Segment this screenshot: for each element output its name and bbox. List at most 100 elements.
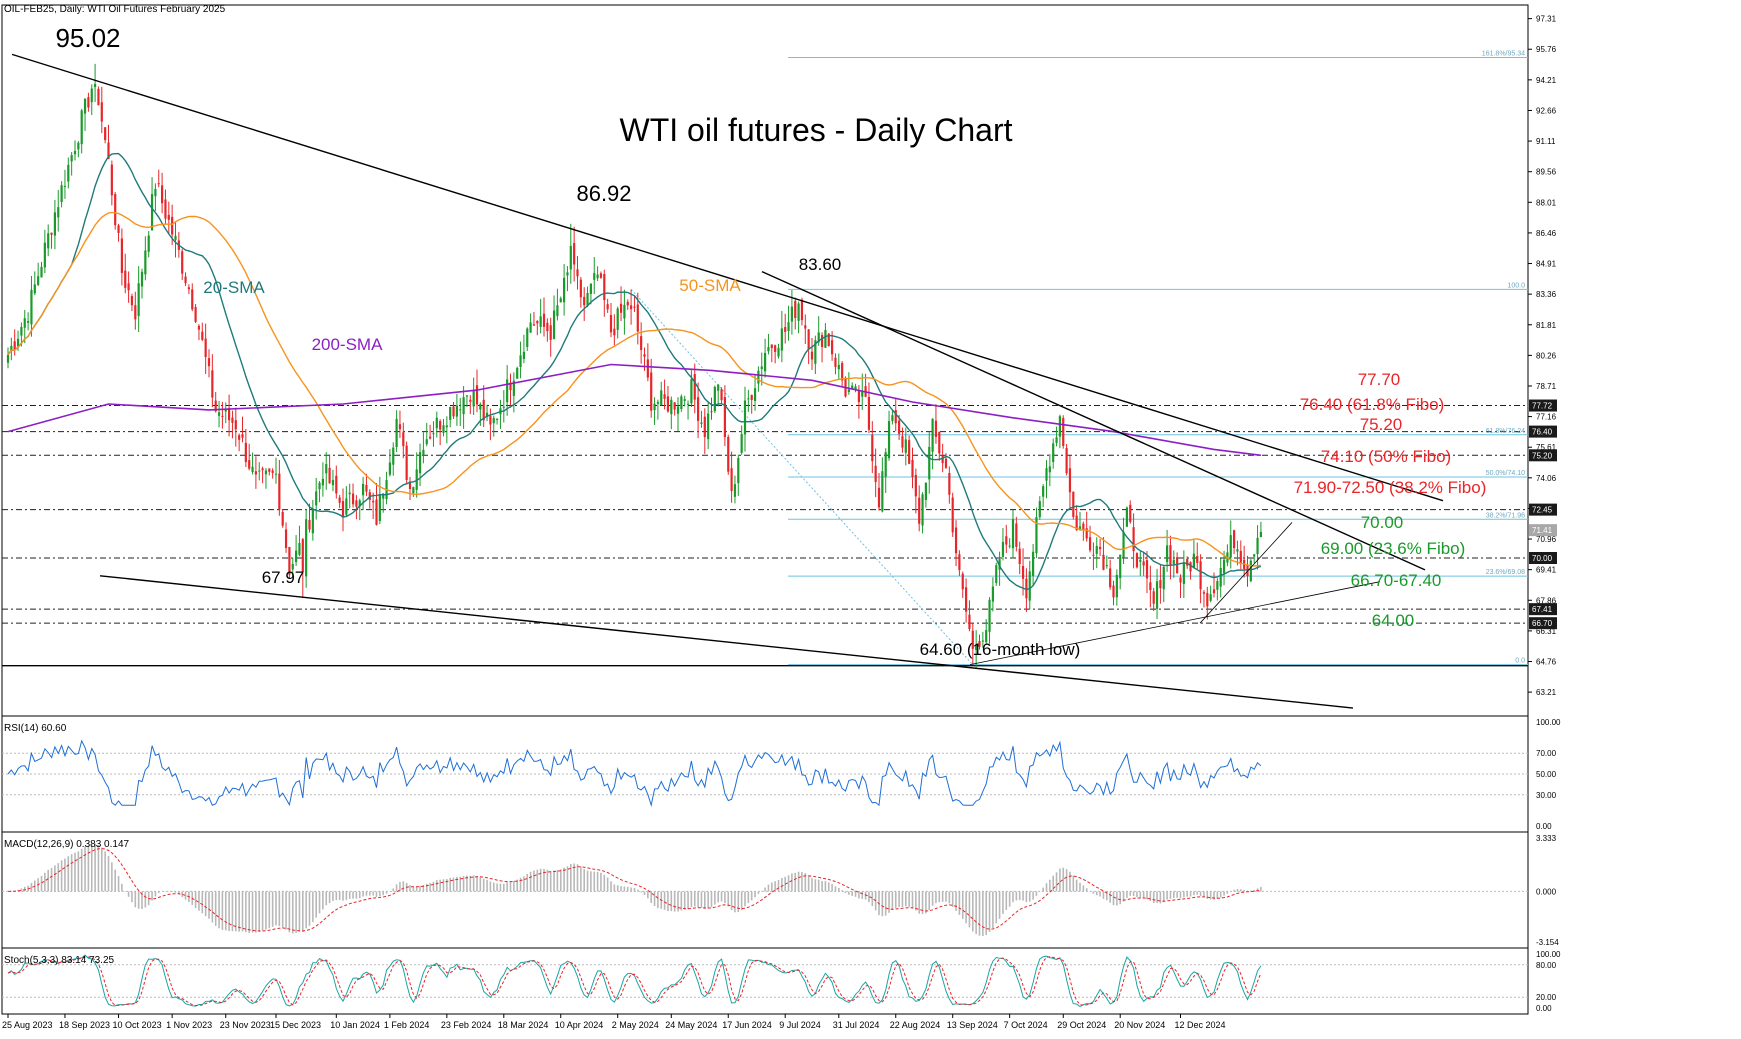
candle xyxy=(804,314,807,345)
candle xyxy=(278,460,281,516)
price-tick-label: 83.36 xyxy=(1536,290,1557,299)
candle xyxy=(516,366,519,379)
candle xyxy=(412,486,415,498)
candle-body xyxy=(194,307,197,322)
rsi-tick-label: 100.00 xyxy=(1536,718,1561,727)
price-tick-label: 80.26 xyxy=(1536,351,1557,360)
candle xyxy=(884,448,887,493)
candle xyxy=(469,395,472,415)
candle-body xyxy=(1055,437,1058,443)
candle-body xyxy=(780,328,783,351)
candle xyxy=(398,410,402,438)
candle-body xyxy=(412,487,415,494)
candle xyxy=(686,400,690,420)
candle-body xyxy=(1065,448,1068,474)
date-tick-label: 25 Aug 2023 xyxy=(2,1020,53,1030)
candle xyxy=(934,404,938,444)
candle xyxy=(67,157,70,189)
candle xyxy=(676,397,680,431)
candle-body xyxy=(33,284,36,294)
price-tag xyxy=(1529,603,1557,616)
candle-body xyxy=(388,462,391,475)
candle-body xyxy=(305,519,308,577)
candle-body xyxy=(83,98,87,114)
candle xyxy=(107,124,110,160)
candle-body xyxy=(516,367,519,379)
candle xyxy=(526,327,529,352)
candle-body xyxy=(311,508,314,534)
candle xyxy=(201,322,204,342)
candle xyxy=(764,338,767,378)
candle-body xyxy=(1088,537,1092,551)
candle-body xyxy=(871,434,874,462)
candle xyxy=(284,522,288,553)
candle xyxy=(519,341,522,379)
candle xyxy=(593,257,596,295)
candle-body xyxy=(73,150,77,155)
macd-label: MACD(12,26,9) 0.383 0.147 xyxy=(4,839,130,850)
annotation-6: 50-SMA xyxy=(679,276,741,295)
candle-body xyxy=(231,417,234,423)
candle xyxy=(1011,509,1015,559)
candle-body xyxy=(435,417,438,429)
candle xyxy=(452,402,455,420)
candle-body xyxy=(656,402,659,404)
annotation-15: 66.70-67.40 xyxy=(1351,571,1442,590)
candle-body xyxy=(569,245,572,270)
price-tick-label: 88.01 xyxy=(1536,198,1557,207)
candle-body xyxy=(1032,551,1035,576)
candle xyxy=(589,283,592,305)
candle-body xyxy=(238,435,241,440)
candle-body xyxy=(898,420,901,434)
candle-body xyxy=(207,358,211,367)
candle xyxy=(991,577,994,612)
candle xyxy=(482,385,485,428)
date-tick-label: 31 Jul 2024 xyxy=(833,1020,880,1030)
candle-body xyxy=(854,386,857,390)
candle-body xyxy=(77,142,80,150)
candle-body xyxy=(50,232,53,235)
candle-body xyxy=(258,470,261,472)
candle xyxy=(224,402,227,424)
rsi-label: RSI(14) 60.60 xyxy=(4,723,67,734)
candle-body xyxy=(1169,545,1172,566)
candle xyxy=(1206,586,1209,620)
candle xyxy=(1176,552,1179,574)
candle-body xyxy=(1078,526,1082,530)
candle xyxy=(549,317,552,357)
candle-body xyxy=(978,641,981,647)
candle xyxy=(1259,521,1262,538)
candle-body xyxy=(1105,565,1108,567)
candle-body xyxy=(1229,535,1232,558)
candle-body xyxy=(328,467,331,484)
candle-body xyxy=(27,321,30,323)
candle-body xyxy=(603,273,606,301)
candle-body xyxy=(794,300,797,319)
candle-body xyxy=(586,292,589,306)
candle-body xyxy=(341,501,345,518)
candle-body xyxy=(609,315,613,333)
candle-body xyxy=(398,424,402,430)
candle-body xyxy=(70,155,73,162)
candle xyxy=(663,379,666,410)
candle-body xyxy=(308,520,311,530)
candle xyxy=(137,266,140,333)
candle-body xyxy=(318,482,321,490)
annotation-12: 71.90-72.50 (38.2% Fibo) xyxy=(1294,478,1487,497)
candle-body xyxy=(127,283,130,291)
candle xyxy=(1212,572,1216,598)
candle-body xyxy=(1199,561,1202,590)
candle-body xyxy=(1011,519,1015,549)
candle xyxy=(104,126,107,144)
candle xyxy=(1182,550,1185,599)
candle-body xyxy=(532,324,536,326)
candle xyxy=(435,411,438,438)
candle-body xyxy=(807,329,810,350)
candle-body xyxy=(827,333,830,346)
candle-body xyxy=(171,216,174,235)
candle-body xyxy=(743,400,747,435)
candle-body xyxy=(1028,571,1031,601)
candle xyxy=(1192,539,1195,569)
candle xyxy=(683,395,686,407)
